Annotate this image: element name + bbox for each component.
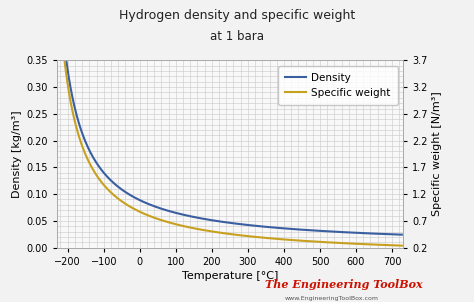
Density [265, 225, 271, 229]
Specific weight [352, 242, 357, 246]
Density [352, 231, 357, 235]
Specific weight [275, 237, 281, 241]
Text: The Engineering ToolBox: The Engineering ToolBox [265, 279, 423, 291]
Y-axis label: Specific weight [N/m³]: Specific weight [N/m³] [432, 92, 442, 217]
Legend: Density, Specific weight: Density, Specific weight [278, 66, 398, 105]
Y-axis label: Density [kg/m³]: Density [kg/m³] [12, 110, 22, 198]
Specific weight [317, 240, 322, 244]
Text: www.EngineeringToolBox.com: www.EngineeringToolBox.com [284, 297, 378, 301]
Specific weight [58, 17, 64, 21]
Specific weight [265, 236, 271, 240]
Text: Hydrogen density and specific weight: Hydrogen density and specific weight [119, 9, 355, 22]
Line: Specific weight: Specific weight [61, 19, 402, 246]
Density [79, 129, 84, 133]
Specific weight [399, 244, 405, 247]
Density [256, 224, 262, 228]
X-axis label: Temperature [°C]: Temperature [°C] [182, 271, 278, 281]
Line: Density: Density [61, 4, 402, 235]
Density [317, 229, 322, 233]
Text: at 1 bara: at 1 bara [210, 30, 264, 43]
Density [275, 226, 281, 230]
Specific weight [256, 236, 262, 239]
Density [58, 2, 64, 5]
Specific weight [79, 142, 84, 146]
Density [399, 233, 405, 236]
